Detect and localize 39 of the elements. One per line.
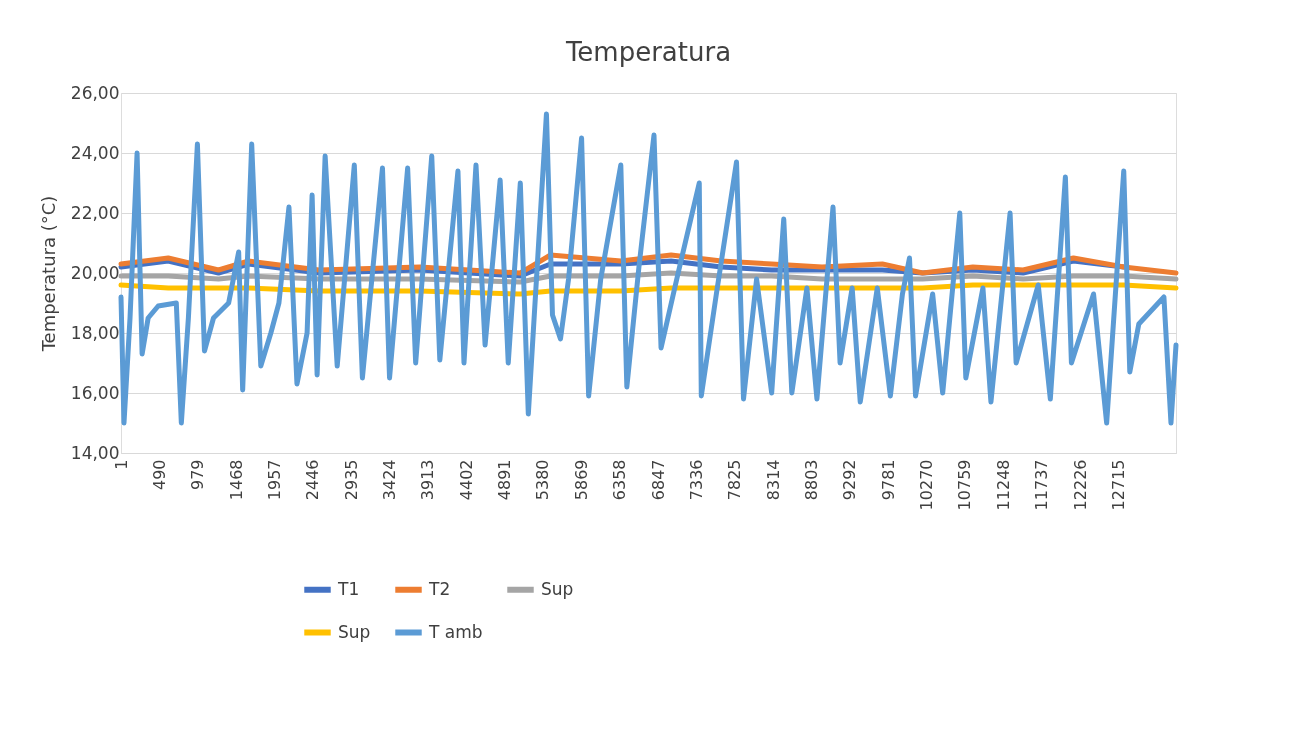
x-tick-label: 10270 bbox=[917, 459, 937, 511]
x-tick-label: 4891 bbox=[495, 459, 515, 501]
x-tick-label: 6358 bbox=[610, 459, 630, 501]
y-tick-label: 24,00 bbox=[70, 142, 120, 163]
x-tick-label: 8314 bbox=[763, 459, 783, 501]
x-tick-label: 11248 bbox=[993, 459, 1013, 511]
x-tick-label: 490 bbox=[149, 459, 169, 491]
x-tick-label: 3913 bbox=[418, 459, 438, 501]
x-tick-label: 9781 bbox=[878, 459, 898, 501]
legend-label: Sup bbox=[338, 621, 371, 642]
x-tick-label: 6847 bbox=[648, 459, 668, 501]
y-tick-label: 18,00 bbox=[70, 322, 120, 343]
legend-label: T amb bbox=[428, 621, 483, 642]
x-tick-label: 1957 bbox=[264, 459, 284, 501]
y-axis-title: Temperatura (°C) bbox=[37, 195, 59, 353]
x-tick-label: 5380 bbox=[533, 459, 553, 501]
y-tick-label: 22,00 bbox=[70, 202, 120, 223]
x-tick-label: 11737 bbox=[1032, 459, 1052, 511]
x-tick-label: 2935 bbox=[341, 459, 361, 501]
y-tick-label: 26,00 bbox=[70, 82, 120, 103]
legend-label: T1 bbox=[337, 578, 360, 599]
x-tick-label: 4402 bbox=[456, 459, 476, 501]
x-tick-label: 979 bbox=[188, 459, 208, 491]
x-tick-label: 2446 bbox=[303, 459, 323, 501]
x-tick-label: 12226 bbox=[1070, 459, 1090, 511]
x-tick-label: 7825 bbox=[725, 459, 745, 501]
x-tick-label: 3424 bbox=[380, 459, 400, 501]
x-tick-label: 8803 bbox=[802, 459, 822, 501]
y-tick-label: 20,00 bbox=[70, 262, 120, 283]
x-tick-label: 7336 bbox=[686, 459, 706, 501]
legend-label: T2 bbox=[428, 578, 451, 599]
chart-title: Temperatura bbox=[564, 37, 732, 67]
x-tick-label: 10759 bbox=[955, 459, 975, 511]
y-tick-label: 16,00 bbox=[70, 382, 120, 403]
x-tick-label: 12715 bbox=[1108, 459, 1128, 511]
x-tick-label: 1468 bbox=[226, 459, 246, 501]
x-tick-label: 9292 bbox=[840, 459, 860, 501]
legend-label: Sup bbox=[541, 578, 574, 599]
x-tick-label: 5869 bbox=[571, 459, 591, 501]
